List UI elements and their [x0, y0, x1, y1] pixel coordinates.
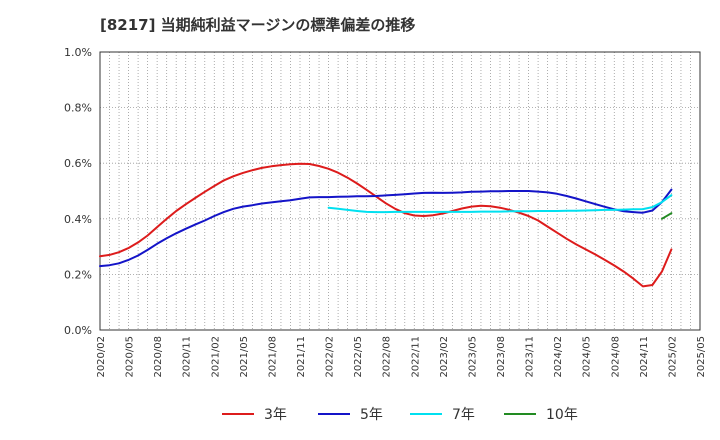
x-tick-label: 2024/02	[553, 336, 564, 378]
x-tick-label: 2021/11	[296, 336, 307, 378]
x-tick-label: 2025/02	[667, 336, 678, 378]
x-tick-label: 2023/05	[467, 336, 478, 378]
x-tick-label: 2020/11	[182, 336, 193, 378]
x-tick-label: 2023/08	[496, 336, 507, 378]
y-tick-label: 1.0%	[64, 46, 92, 59]
x-tick-label: 2023/02	[439, 336, 450, 378]
series-line	[660, 212, 673, 220]
x-tick-label: 2023/11	[525, 336, 536, 378]
x-tick-label: 2021/08	[267, 336, 278, 378]
x-tick-label: 2022/11	[410, 336, 421, 378]
series-line	[99, 162, 673, 288]
x-tick-label: 2022/08	[382, 336, 393, 378]
legend-label: 5年	[360, 407, 383, 423]
x-tick-label: 2025/05	[696, 336, 707, 378]
x-tick-label: 2020/02	[96, 336, 107, 378]
legend-label: 10年	[546, 407, 578, 423]
x-tick-label: 2022/02	[325, 336, 336, 378]
x-tick-label: 2024/05	[582, 336, 593, 378]
x-tick-label: 2024/11	[639, 336, 650, 378]
x-tick-label: 2024/08	[610, 336, 621, 378]
chart-title: [8217] 当期純利益マージンの標準偏差の推移	[100, 16, 416, 34]
series-line	[327, 194, 673, 214]
y-tick-label: 0.0%	[64, 324, 92, 337]
legend-label: 3年	[264, 407, 287, 423]
x-tick-label: 2020/05	[125, 336, 136, 378]
y-tick-label: 0.4%	[64, 213, 92, 226]
plot-border	[99, 51, 701, 331]
x-tick-label: 2020/08	[153, 336, 164, 378]
x-tick-label: 2021/02	[210, 336, 221, 378]
series-line	[99, 188, 673, 268]
y-tick-label: 0.8%	[64, 102, 92, 115]
y-tick-label: 0.2%	[64, 268, 92, 281]
x-tick-label: 2022/05	[353, 336, 364, 378]
x-tick-label: 2021/05	[239, 336, 250, 378]
y-tick-label: 0.6%	[64, 157, 92, 170]
plot-area	[100, 52, 700, 330]
legend-label: 7年	[452, 407, 475, 423]
